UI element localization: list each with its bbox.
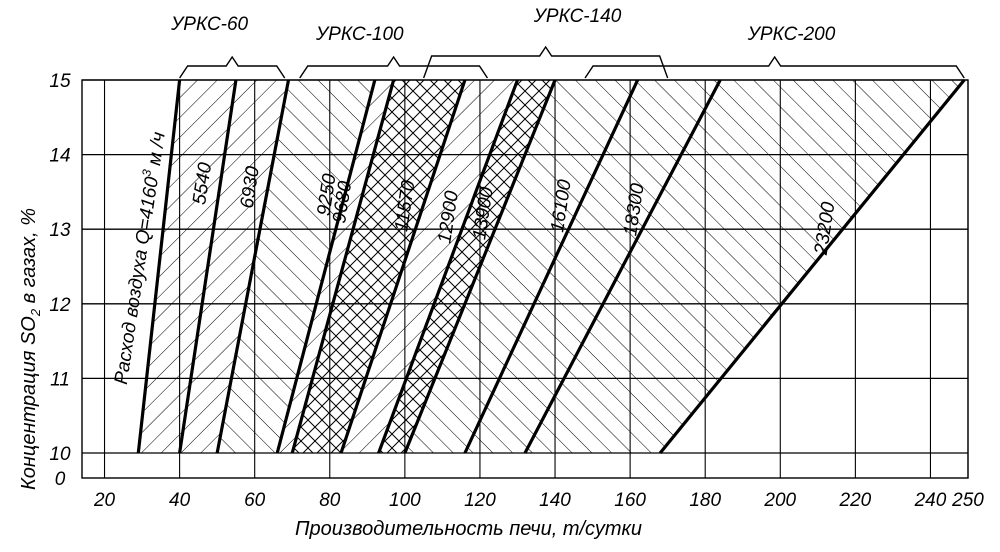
series-line bbox=[377, 79, 519, 454]
hatched-region bbox=[404, 80, 638, 453]
hatched-region bbox=[378, 80, 556, 453]
x-tick-label: 100 bbox=[389, 490, 421, 511]
series-line bbox=[290, 79, 396, 454]
x-tick-label: 40 bbox=[169, 490, 191, 511]
group-bracket bbox=[299, 55, 489, 79]
x-tick-label: 20 bbox=[93, 490, 116, 511]
group-bracket bbox=[584, 55, 965, 79]
hatched-region bbox=[217, 80, 375, 453]
hatched-region bbox=[341, 80, 518, 453]
y-tick-label: 10 bbox=[49, 444, 71, 465]
y-axis-label: Концентрация SO2 в газах, % bbox=[18, 207, 43, 490]
series-line bbox=[523, 79, 722, 454]
hatched-region bbox=[464, 80, 721, 453]
plot-frame bbox=[81, 79, 969, 479]
hatched-region bbox=[525, 80, 965, 453]
hatched-region bbox=[179, 80, 289, 453]
grid bbox=[81, 79, 969, 479]
x-tick-label: 180 bbox=[689, 490, 721, 511]
series-line bbox=[658, 78, 966, 455]
series-line bbox=[178, 79, 238, 454]
x-tick-label: 250 bbox=[951, 490, 984, 511]
hatched-region bbox=[292, 80, 465, 453]
x-tick-label: 200 bbox=[763, 490, 796, 511]
y-tick-label: 14 bbox=[49, 146, 70, 167]
x-tick-label: 240 bbox=[914, 490, 947, 511]
group-label: УРКС-200 bbox=[747, 24, 836, 45]
group-label: УРКС-140 bbox=[533, 6, 622, 27]
group-label: УРКС-60 bbox=[170, 14, 248, 35]
hatched-region bbox=[138, 80, 236, 453]
x-tick-label: 160 bbox=[614, 490, 646, 511]
x-tick-label: 80 bbox=[319, 490, 341, 511]
y-tick-label: 15 bbox=[49, 71, 71, 92]
x-tick-label: 120 bbox=[464, 490, 496, 511]
x-tick-label: 60 bbox=[244, 490, 266, 511]
group-bracket bbox=[422, 45, 669, 79]
hatched-region bbox=[277, 80, 394, 453]
series-line bbox=[136, 79, 182, 454]
y-tick-label: 13 bbox=[49, 220, 71, 241]
y-tick-label: 11 bbox=[50, 369, 70, 390]
x-axis-label: Производительность печи, т/сутки bbox=[295, 518, 643, 540]
hatched-regions bbox=[138, 80, 965, 453]
y-tick-label: 0 bbox=[55, 469, 66, 490]
group-bracket bbox=[179, 55, 286, 79]
series-lines bbox=[136, 78, 966, 455]
x-tick-label: 140 bbox=[539, 490, 571, 511]
series-line bbox=[339, 79, 467, 454]
series-line bbox=[215, 79, 291, 454]
series-line bbox=[275, 79, 377, 454]
group-label: УРКС-100 bbox=[315, 24, 404, 45]
series-line bbox=[403, 79, 557, 454]
y-tick-label: 12 bbox=[49, 295, 71, 316]
series-line bbox=[463, 79, 640, 454]
x-tick-label: 220 bbox=[839, 490, 872, 511]
